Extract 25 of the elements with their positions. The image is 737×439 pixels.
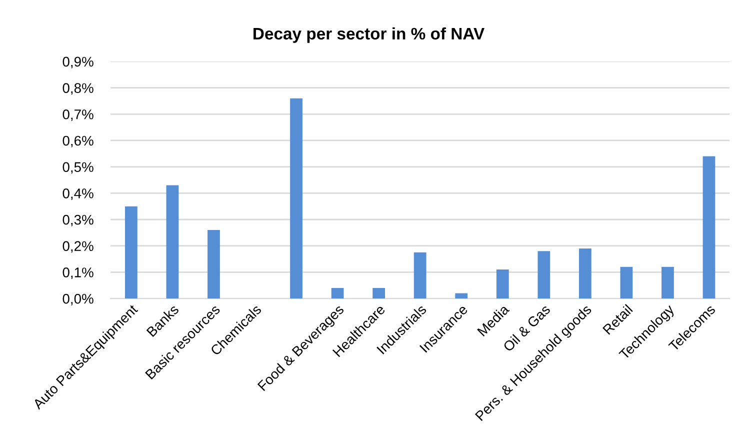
bar bbox=[496, 270, 509, 299]
y-tick-label: 0,4% bbox=[62, 188, 94, 200]
y-tick-label: 0,8% bbox=[62, 83, 94, 95]
bar bbox=[124, 206, 138, 299]
bar bbox=[372, 288, 386, 299]
bar bbox=[331, 288, 344, 299]
y-tick-label: 0,6% bbox=[62, 136, 94, 148]
y-tick-label: 0,0% bbox=[62, 294, 94, 306]
y-tick-label: 0,2% bbox=[62, 241, 94, 253]
bar bbox=[414, 252, 426, 299]
bar bbox=[620, 266, 633, 299]
y-tick-label: 0,9% bbox=[62, 56, 94, 68]
bar bbox=[290, 98, 302, 299]
chart-title: Decay per sector in % of NAV bbox=[254, 27, 484, 43]
bar bbox=[455, 293, 468, 299]
y-tick-label: 0,5% bbox=[62, 162, 94, 174]
bar bbox=[578, 248, 592, 299]
bar bbox=[662, 266, 674, 299]
bar bbox=[702, 156, 716, 299]
y-tick-label: 0,1% bbox=[62, 268, 94, 279]
bar bbox=[166, 185, 179, 299]
y-tick-label: 0,7% bbox=[62, 109, 94, 121]
bar bbox=[538, 251, 550, 299]
y-tick-label: 0,3% bbox=[62, 214, 94, 226]
bar bbox=[208, 230, 220, 299]
